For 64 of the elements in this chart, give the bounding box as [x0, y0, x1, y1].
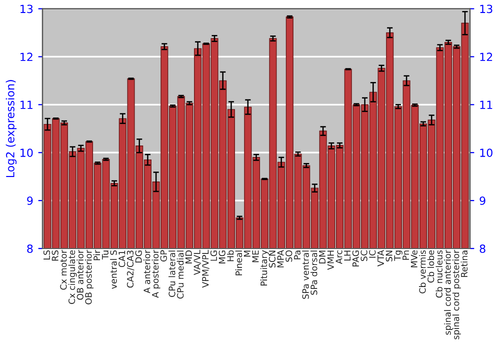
x-tick-label: LG [210, 250, 218, 261]
x-tick-label: spinal cord posterior [452, 250, 461, 340]
x-tick-label: ventral S [110, 250, 117, 289]
x-tick-label: SPa ventral [302, 250, 309, 299]
x-tick-label: A anterior [143, 250, 150, 294]
x-tick-label: GP [160, 250, 167, 262]
y-tick-label: 10 [20, 148, 33, 157]
x-tick-label: DG [135, 250, 142, 263]
y2-tick-label: 11 [480, 100, 492, 109]
x-tick-label: MPA [277, 250, 284, 268]
y-axis-title: Log2 (expression) [6, 80, 17, 178]
x-tick-label: spinal cord anterior [444, 250, 453, 335]
x-tick-label: SO [286, 250, 292, 262]
y2-tick-label: 9 [480, 196, 486, 205]
x-tick-label: MVe [410, 250, 418, 268]
x-tick-label: VA/VL [194, 250, 202, 276]
y-tick-label: 9 [27, 196, 33, 205]
x-tick-label: VTA [378, 250, 384, 266]
x-tick-label: Pir [93, 250, 100, 260]
y-tick-label: 13 [20, 4, 33, 14]
x-tick-label: Pn [402, 250, 409, 260]
x-tick-label: M [244, 250, 250, 257]
x-tick-label: Arc [336, 250, 342, 264]
x-tick-label: Pituitary [260, 250, 269, 286]
x-tick-label: MD [185, 250, 192, 264]
x-tick-label: LS [43, 250, 50, 260]
y2-tick-label: 13 [480, 4, 492, 14]
x-tick-label: CA1 [118, 250, 126, 268]
x-tick-label: A posterior [152, 250, 160, 298]
x-tick-label: Tg [394, 250, 402, 261]
x-tick-label: Cb nucleus [436, 250, 442, 298]
x-tick-label: SCN [268, 250, 276, 268]
x-tick-label: SPa dorsal [310, 250, 318, 295]
y-tick-label: 8 [27, 244, 33, 253]
x-tick-label: Cb lobe [427, 250, 434, 283]
y2-tick-label: 8 [480, 244, 486, 253]
x-tick-label: Cx cingulate [68, 250, 77, 304]
x-tick-label: Cb vermis [419, 250, 426, 294]
x-tick-label: LH [344, 250, 351, 260]
x-tick-label: Tu [102, 250, 108, 260]
x-tick-label: CA2/CA3 [126, 250, 134, 288]
x-tick-label: Hb [226, 250, 234, 262]
x-tick-label: VPM/VPL [202, 250, 210, 288]
x-tick-label: PAG [352, 250, 359, 266]
x-tick-label: OB posterior [85, 250, 94, 304]
x-tick-label: OB anterior [76, 250, 84, 300]
x-tick-label: ME [252, 250, 259, 262]
x-tick-label: RS [52, 250, 58, 261]
y2-tick-label: 10 [480, 148, 492, 157]
x-tick-label: Pineal [235, 250, 242, 276]
x-tick-label: Pa [294, 250, 301, 260]
y-tick-label: 12 [20, 52, 32, 61]
x-tick-label: CPu lateral [168, 250, 176, 297]
y2-tick-label: 12 [480, 52, 492, 61]
x-tick-label: SC [360, 250, 368, 261]
y-tick-label: 11 [20, 100, 32, 109]
x-tick-label: SN [386, 250, 392, 262]
x-tick-label: VMH [327, 250, 334, 270]
x-tick-label: CPu medial [176, 250, 184, 299]
x-tick-label: IC [369, 250, 376, 258]
x-tick-label: Cx motor [60, 250, 67, 290]
x-tick-label: MG [218, 250, 226, 264]
x-tick-label: DM [319, 250, 326, 264]
x-tick-label: Retina [460, 250, 468, 277]
